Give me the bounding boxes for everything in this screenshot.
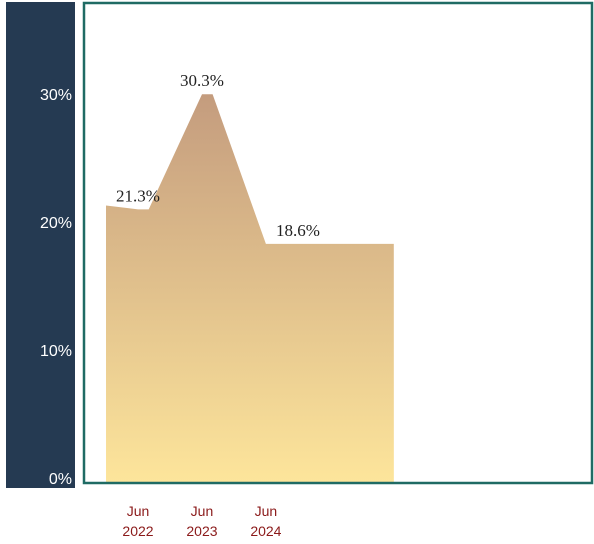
area-series [106,94,394,482]
y-tick-label: 10% [40,343,72,360]
x-tick-label: Jun 2022 [122,503,153,539]
data-labels: 21.3% 30.3% 18.6% [116,71,320,240]
data-label: 18.6% [276,221,320,240]
y-tick-label: 0% [49,471,72,488]
plot-frame [82,1,594,485]
data-label: 30.3% [180,71,224,90]
x-tick-label: Jun 2023 [186,503,217,539]
y-tick-labels: 0% 10% 20% 30% [40,87,72,488]
x-tick-labels: Jun 2022 Jun 2023 Jun 2024 [122,503,281,539]
y-tick-label: 20% [40,215,72,232]
x-tick-label: Jun 2024 [250,503,281,539]
area-layer [106,94,394,482]
y-axis-panel [6,2,75,488]
y-tick-label: 30% [40,87,72,104]
data-label: 21.3% [116,186,160,205]
